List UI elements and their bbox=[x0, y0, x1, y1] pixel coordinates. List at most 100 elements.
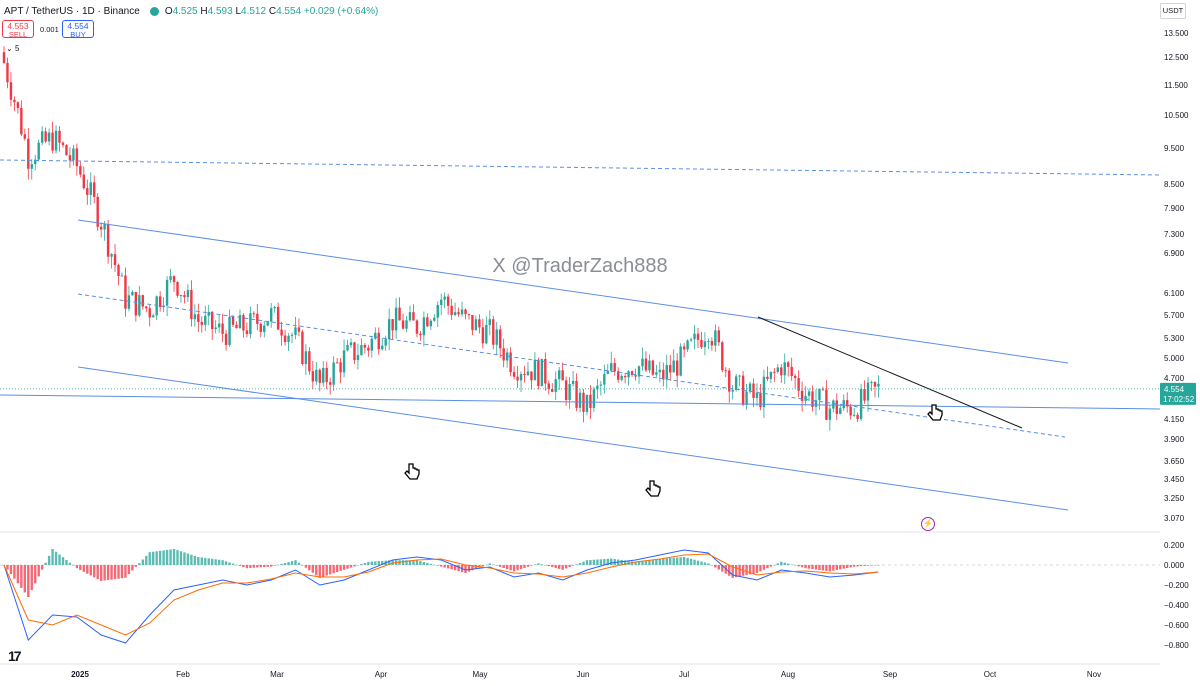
macd-histogram-bar bbox=[183, 552, 186, 565]
macd-histogram-bar bbox=[492, 564, 495, 566]
time-tick: Sep bbox=[883, 670, 898, 679]
candlestick-series bbox=[2, 46, 880, 431]
last-price-label: 4.554 bbox=[1164, 385, 1185, 394]
candle-body bbox=[426, 317, 429, 327]
candle-body bbox=[40, 131, 44, 143]
macd-histogram-bar bbox=[637, 561, 641, 565]
candle-body bbox=[363, 344, 367, 348]
candle-body bbox=[197, 314, 200, 322]
descending-trendline[interactable] bbox=[757, 316, 1023, 429]
channel-lower-line[interactable] bbox=[77, 366, 1069, 511]
macd-histogram-bar bbox=[433, 564, 436, 566]
macd-histogram-bar bbox=[6, 565, 9, 570]
macd-histogram-bar bbox=[131, 565, 134, 571]
candle-body bbox=[266, 321, 269, 326]
macd-histogram-bar bbox=[224, 561, 228, 565]
candle-body bbox=[2, 52, 6, 63]
candle-body bbox=[204, 315, 207, 325]
currency-selector[interactable]: USDT bbox=[1160, 3, 1186, 19]
price-tick: 8.500 bbox=[1164, 180, 1185, 189]
candle-body bbox=[51, 132, 54, 151]
macd-histogram-bar bbox=[127, 565, 131, 575]
buy-button[interactable]: 4.554 BUY bbox=[62, 20, 94, 38]
candle-body bbox=[89, 182, 92, 195]
candle-body bbox=[322, 367, 325, 383]
macd-axis[interactable]: 0.200 0.000 −0.200 −0.400 −0.600 −0.800 bbox=[0, 531, 1189, 650]
macd-histogram-bar bbox=[443, 565, 446, 568]
channel-mid-line[interactable] bbox=[77, 293, 1066, 438]
macd-histogram-bar bbox=[280, 563, 283, 565]
candle-body bbox=[682, 346, 686, 350]
symbol-title[interactable]: APT / TetherUS · 1D · Binance bbox=[4, 5, 140, 17]
candle-body bbox=[453, 312, 457, 315]
candle-body bbox=[394, 307, 398, 331]
lightning-icon[interactable]: ⚡ bbox=[921, 517, 935, 531]
price-tick: 3.450 bbox=[1164, 475, 1185, 484]
time-tick: Apr bbox=[375, 670, 388, 679]
candle-body bbox=[169, 276, 172, 280]
macd-histogram-bar bbox=[464, 565, 467, 573]
macd-histogram-bar bbox=[717, 565, 721, 570]
macd-pane bbox=[0, 549, 1160, 644]
price-tick: 7.900 bbox=[1164, 204, 1185, 213]
time-axis[interactable]: 2025 Feb Mar Apr May Jun Jul Aug Sep Oct Nov bbox=[0, 663, 1160, 679]
macd-histogram-bar bbox=[152, 551, 155, 565]
candle-body bbox=[65, 145, 68, 156]
macd-histogram-bar bbox=[34, 565, 37, 584]
horizontal-support-line[interactable] bbox=[0, 394, 1161, 410]
candle-body bbox=[269, 308, 273, 322]
price-axis[interactable]: 13.500 12.500 11.500 10.500 9.500 8.500 7.900 7… bbox=[0, 29, 1196, 523]
candle-body bbox=[290, 334, 294, 336]
candle-body bbox=[533, 359, 537, 381]
low-label: L bbox=[235, 5, 242, 17]
macd-histogram-bar bbox=[117, 565, 120, 579]
candle-body bbox=[467, 314, 471, 316]
candle-body bbox=[793, 375, 797, 379]
candle-body bbox=[717, 330, 721, 343]
candle-body bbox=[800, 390, 804, 401]
macd-histogram-bar bbox=[290, 561, 294, 565]
macd-histogram-bar bbox=[877, 565, 880, 566]
candle-body bbox=[172, 276, 176, 283]
macd-histogram-bar bbox=[773, 565, 776, 566]
candle-body bbox=[370, 338, 374, 351]
candle-body bbox=[606, 370, 609, 374]
indicators-toggle[interactable]: ⌄ 5 bbox=[6, 44, 19, 53]
candle-body bbox=[131, 292, 134, 296]
sell-button[interactable]: 4.553 SELL bbox=[2, 20, 34, 38]
candle-body bbox=[186, 289, 190, 298]
macd-histogram-bar bbox=[832, 565, 835, 571]
candle-body bbox=[211, 311, 214, 330]
candle-body bbox=[398, 307, 401, 321]
candle-body bbox=[686, 340, 689, 350]
trendline-drawings[interactable] bbox=[0, 159, 1161, 511]
candle-body bbox=[630, 371, 634, 376]
macd-histogram-bar bbox=[662, 558, 665, 565]
macd-histogram-bar bbox=[54, 551, 58, 565]
horizontal-resistance-line[interactable] bbox=[0, 159, 1161, 176]
price-tick: 3.900 bbox=[1164, 435, 1185, 444]
macd-histogram-bar bbox=[96, 565, 99, 580]
candle-body bbox=[728, 370, 731, 392]
channel-upper-line[interactable] bbox=[77, 219, 1069, 364]
candle-body bbox=[679, 346, 682, 376]
price-tick: 7.300 bbox=[1164, 230, 1185, 239]
candle-body bbox=[575, 380, 578, 408]
macd-histogram-bar bbox=[349, 565, 353, 568]
candle-body bbox=[224, 333, 228, 345]
macd-histogram-bar bbox=[408, 560, 412, 565]
candle-body bbox=[238, 315, 242, 329]
macd-histogram-bar bbox=[787, 563, 790, 565]
time-tick: 2025 bbox=[71, 670, 89, 679]
last-price-tag[interactable] bbox=[1160, 382, 1196, 405]
candle-body bbox=[339, 362, 342, 373]
macd-histogram-bar bbox=[40, 565, 44, 570]
candle-body bbox=[113, 254, 117, 266]
candle-body bbox=[558, 370, 561, 380]
price-tick: 4.150 bbox=[1164, 415, 1185, 424]
macd-histogram-bar bbox=[322, 565, 325, 577]
candle-body bbox=[481, 327, 485, 344]
candle-body bbox=[665, 365, 668, 380]
macd-histogram-bar bbox=[811, 565, 814, 570]
